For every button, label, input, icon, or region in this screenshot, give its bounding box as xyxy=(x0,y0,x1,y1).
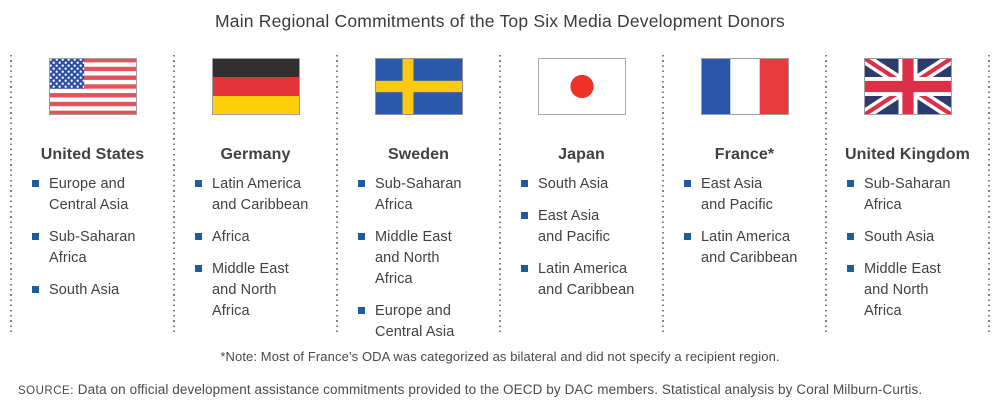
source-line: SOURCE: Data on official development ass… xyxy=(18,382,990,397)
bullet-square-icon xyxy=(195,265,202,272)
bullet-square-icon xyxy=(32,180,39,187)
region-label: East Asia and Pacific xyxy=(538,208,611,245)
region-list-item: Europe and Central Asia xyxy=(358,301,499,343)
column-divider xyxy=(825,55,827,333)
source-text: Data on official development assistance … xyxy=(73,382,923,397)
region-list: Sub-Saharan Africa Middle East and North… xyxy=(338,174,499,343)
bullet-square-icon xyxy=(684,180,691,187)
region-label: Africa xyxy=(212,229,250,245)
bullet-square-icon xyxy=(847,180,854,187)
bullet-square-icon xyxy=(521,180,528,187)
donor-name: Germany xyxy=(220,146,291,163)
japan-flag-icon xyxy=(537,58,626,115)
region-list-item: Latin America and Caribbean xyxy=(684,227,825,269)
region-list-item: Middle East and North Africa xyxy=(847,259,988,322)
region-label: Middle East and North Africa xyxy=(864,261,941,319)
region-list-item: South Asia xyxy=(521,174,662,195)
bullet-square-icon xyxy=(521,212,528,219)
donor-grid: United States Europe and Central Asia Su… xyxy=(10,55,990,340)
footnote: *Note: Most of France’s ODA was categori… xyxy=(220,349,780,364)
bullet-square-icon xyxy=(32,233,39,240)
column-divider xyxy=(662,55,664,333)
region-list-item: East Asia and Pacific xyxy=(684,174,825,216)
donor-name: Japan xyxy=(558,146,605,163)
bullet-square-icon xyxy=(684,233,691,240)
region-list-item: Sub-Saharan Africa xyxy=(358,174,499,216)
region-list-item: Europe and Central Asia xyxy=(32,174,173,216)
region-label: South Asia xyxy=(538,176,609,192)
donor-name: United Kingdom xyxy=(845,146,970,163)
region-label: Sub-Saharan Africa xyxy=(49,229,136,266)
region-label: Latin America and Caribbean xyxy=(538,261,635,298)
region-list-item: South Asia xyxy=(32,280,173,301)
region-label: Sub-Saharan Africa xyxy=(375,176,462,213)
region-list: East Asia and Pacific Latin America and … xyxy=(664,174,825,269)
region-list-item: Middle East and North Africa xyxy=(358,227,499,290)
bullet-square-icon xyxy=(358,233,365,240)
bullet-square-icon xyxy=(195,233,202,240)
donor-column-united-kingdom: United Kingdom Sub-Saharan Africa South … xyxy=(827,55,988,333)
region-list: Sub-Saharan Africa South Asia Middle Eas… xyxy=(827,174,988,322)
region-list: Europe and Central Asia Sub-Saharan Afri… xyxy=(12,174,173,301)
donor-name: France* xyxy=(714,146,775,163)
region-list-item: South Asia xyxy=(847,227,988,248)
region-list-item: Latin America and Caribbean xyxy=(521,259,662,301)
donor-column-japan: Japan South Asia East Asia and Pacific L… xyxy=(501,55,662,333)
region-list: Latin America and Caribbean Africa Middl… xyxy=(175,174,336,322)
region-label: South Asia xyxy=(864,229,935,245)
region-label: Europe and Central Asia xyxy=(49,176,129,213)
region-list-item: Middle East and North Africa xyxy=(195,259,336,322)
bullet-square-icon xyxy=(358,307,365,314)
donor-column-sweden: Sweden Sub-Saharan Africa Middle East an… xyxy=(338,55,499,340)
donor-name: United States xyxy=(40,146,145,163)
region-list-item: Africa xyxy=(195,227,336,248)
region-label: Latin America and Caribbean xyxy=(212,176,309,213)
region-label: South Asia xyxy=(49,282,120,298)
region-label: East Asia and Pacific xyxy=(701,176,774,213)
region-list-item: Latin America and Caribbean xyxy=(195,174,336,216)
column-divider xyxy=(499,55,501,333)
bullet-square-icon xyxy=(847,233,854,240)
region-list-item: East Asia and Pacific xyxy=(521,206,662,248)
bullet-square-icon xyxy=(32,286,39,293)
donor-column-germany: Germany Latin America and Caribbean Afri… xyxy=(175,55,336,333)
region-label: Middle East and North Africa xyxy=(375,229,452,287)
column-divider xyxy=(336,55,338,333)
donor-column-united-states: United States Europe and Central Asia Su… xyxy=(12,55,173,333)
bullet-square-icon xyxy=(847,265,854,272)
france-flag-icon xyxy=(700,58,789,115)
united-states-flag-icon xyxy=(48,58,137,115)
region-label: Sub-Saharan Africa xyxy=(864,176,951,213)
united-kingdom-flag-icon xyxy=(863,58,952,115)
bullet-square-icon xyxy=(195,180,202,187)
bullet-square-icon xyxy=(358,180,365,187)
donor-name: Sweden xyxy=(387,146,450,163)
region-label: Middle East and North Africa xyxy=(212,261,289,319)
column-divider xyxy=(988,55,990,333)
region-list-item: Sub-Saharan Africa xyxy=(847,174,988,216)
column-divider xyxy=(10,55,12,333)
figure-title: Main Regional Commitments of the Top Six… xyxy=(214,11,786,31)
region-list-item: Sub-Saharan Africa xyxy=(32,227,173,269)
region-label: Latin America and Caribbean xyxy=(701,229,798,266)
donor-column-france: France* East Asia and Pacific Latin Amer… xyxy=(664,55,825,333)
germany-flag-icon xyxy=(211,58,300,115)
column-divider xyxy=(173,55,175,333)
region-label: Europe and Central Asia xyxy=(375,303,455,340)
sweden-flag-icon xyxy=(374,58,463,115)
region-list: South Asia East Asia and Pacific Latin A… xyxy=(501,174,662,301)
source-label: SOURCE: xyxy=(18,385,74,397)
bullet-square-icon xyxy=(521,265,528,272)
